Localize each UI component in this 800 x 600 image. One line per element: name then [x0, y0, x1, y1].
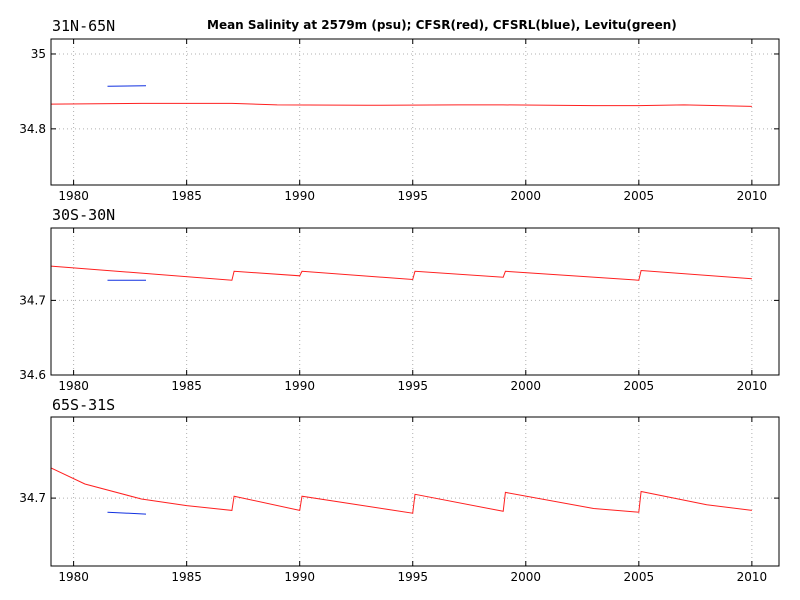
panel-title: 30S-30N [52, 206, 115, 224]
plot-frame [50, 38, 780, 186]
x-tick-label: 1980 [58, 189, 89, 203]
panel-1: 30S-30N 1980 1985 1990 1995 2000 2005 2010 34.6 3… [19, 206, 780, 393]
x-tick-label: 2010 [737, 189, 768, 203]
x-tick-label: 2005 [624, 379, 655, 393]
x-tick-label: 1980 [58, 379, 89, 393]
x-tick-label: 2010 [737, 570, 768, 584]
x-tick-label: 1995 [397, 379, 428, 393]
x-tick-label: 1990 [284, 189, 315, 203]
plot-frame [50, 227, 780, 376]
x-tick-label: 2010 [737, 379, 768, 393]
x-tick-label: 2005 [624, 570, 655, 584]
series-line-cfsr [50, 467, 752, 514]
panel-title: 31N-65N [52, 17, 115, 35]
plot-frame [50, 416, 780, 567]
x-tick-label: 1985 [171, 189, 202, 203]
panel-title: 65S-31S [52, 396, 115, 414]
y-tick-label: 34.8 [19, 122, 46, 136]
panel-0: 31N-65N 1980 1985 1990 1995 2000 2005 2010 34.8 3… [19, 17, 780, 203]
series-line-cfsr [50, 102, 752, 107]
series-line-cfsr [50, 265, 752, 281]
x-tick-label: 2000 [511, 379, 542, 393]
series-line-cfsrl [107, 511, 147, 515]
x-tick-label: 1985 [171, 570, 202, 584]
y-tick-label: 34.7 [19, 293, 46, 307]
x-tick-label: 2000 [511, 189, 542, 203]
x-tick-label: 2005 [624, 189, 655, 203]
figure-title: Mean Salinity at 2579m (psu); CFSR(red),… [207, 18, 677, 32]
panel-2: 65S-31S 1980 1985 1990 1995 2000 2005 2010 34.7 [19, 396, 780, 584]
x-tick-label: 1990 [284, 379, 315, 393]
x-tick-label: 1980 [58, 570, 89, 584]
y-tick-label: 35 [31, 47, 46, 61]
x-tick-label: 1990 [284, 570, 315, 584]
x-tick-label: 1995 [397, 189, 428, 203]
y-tick-label: 34.7 [19, 491, 46, 505]
x-tick-label: 1995 [397, 570, 428, 584]
y-tick-label: 34.6 [19, 368, 46, 382]
x-tick-label: 2000 [511, 570, 542, 584]
x-tick-label: 1985 [171, 379, 202, 393]
